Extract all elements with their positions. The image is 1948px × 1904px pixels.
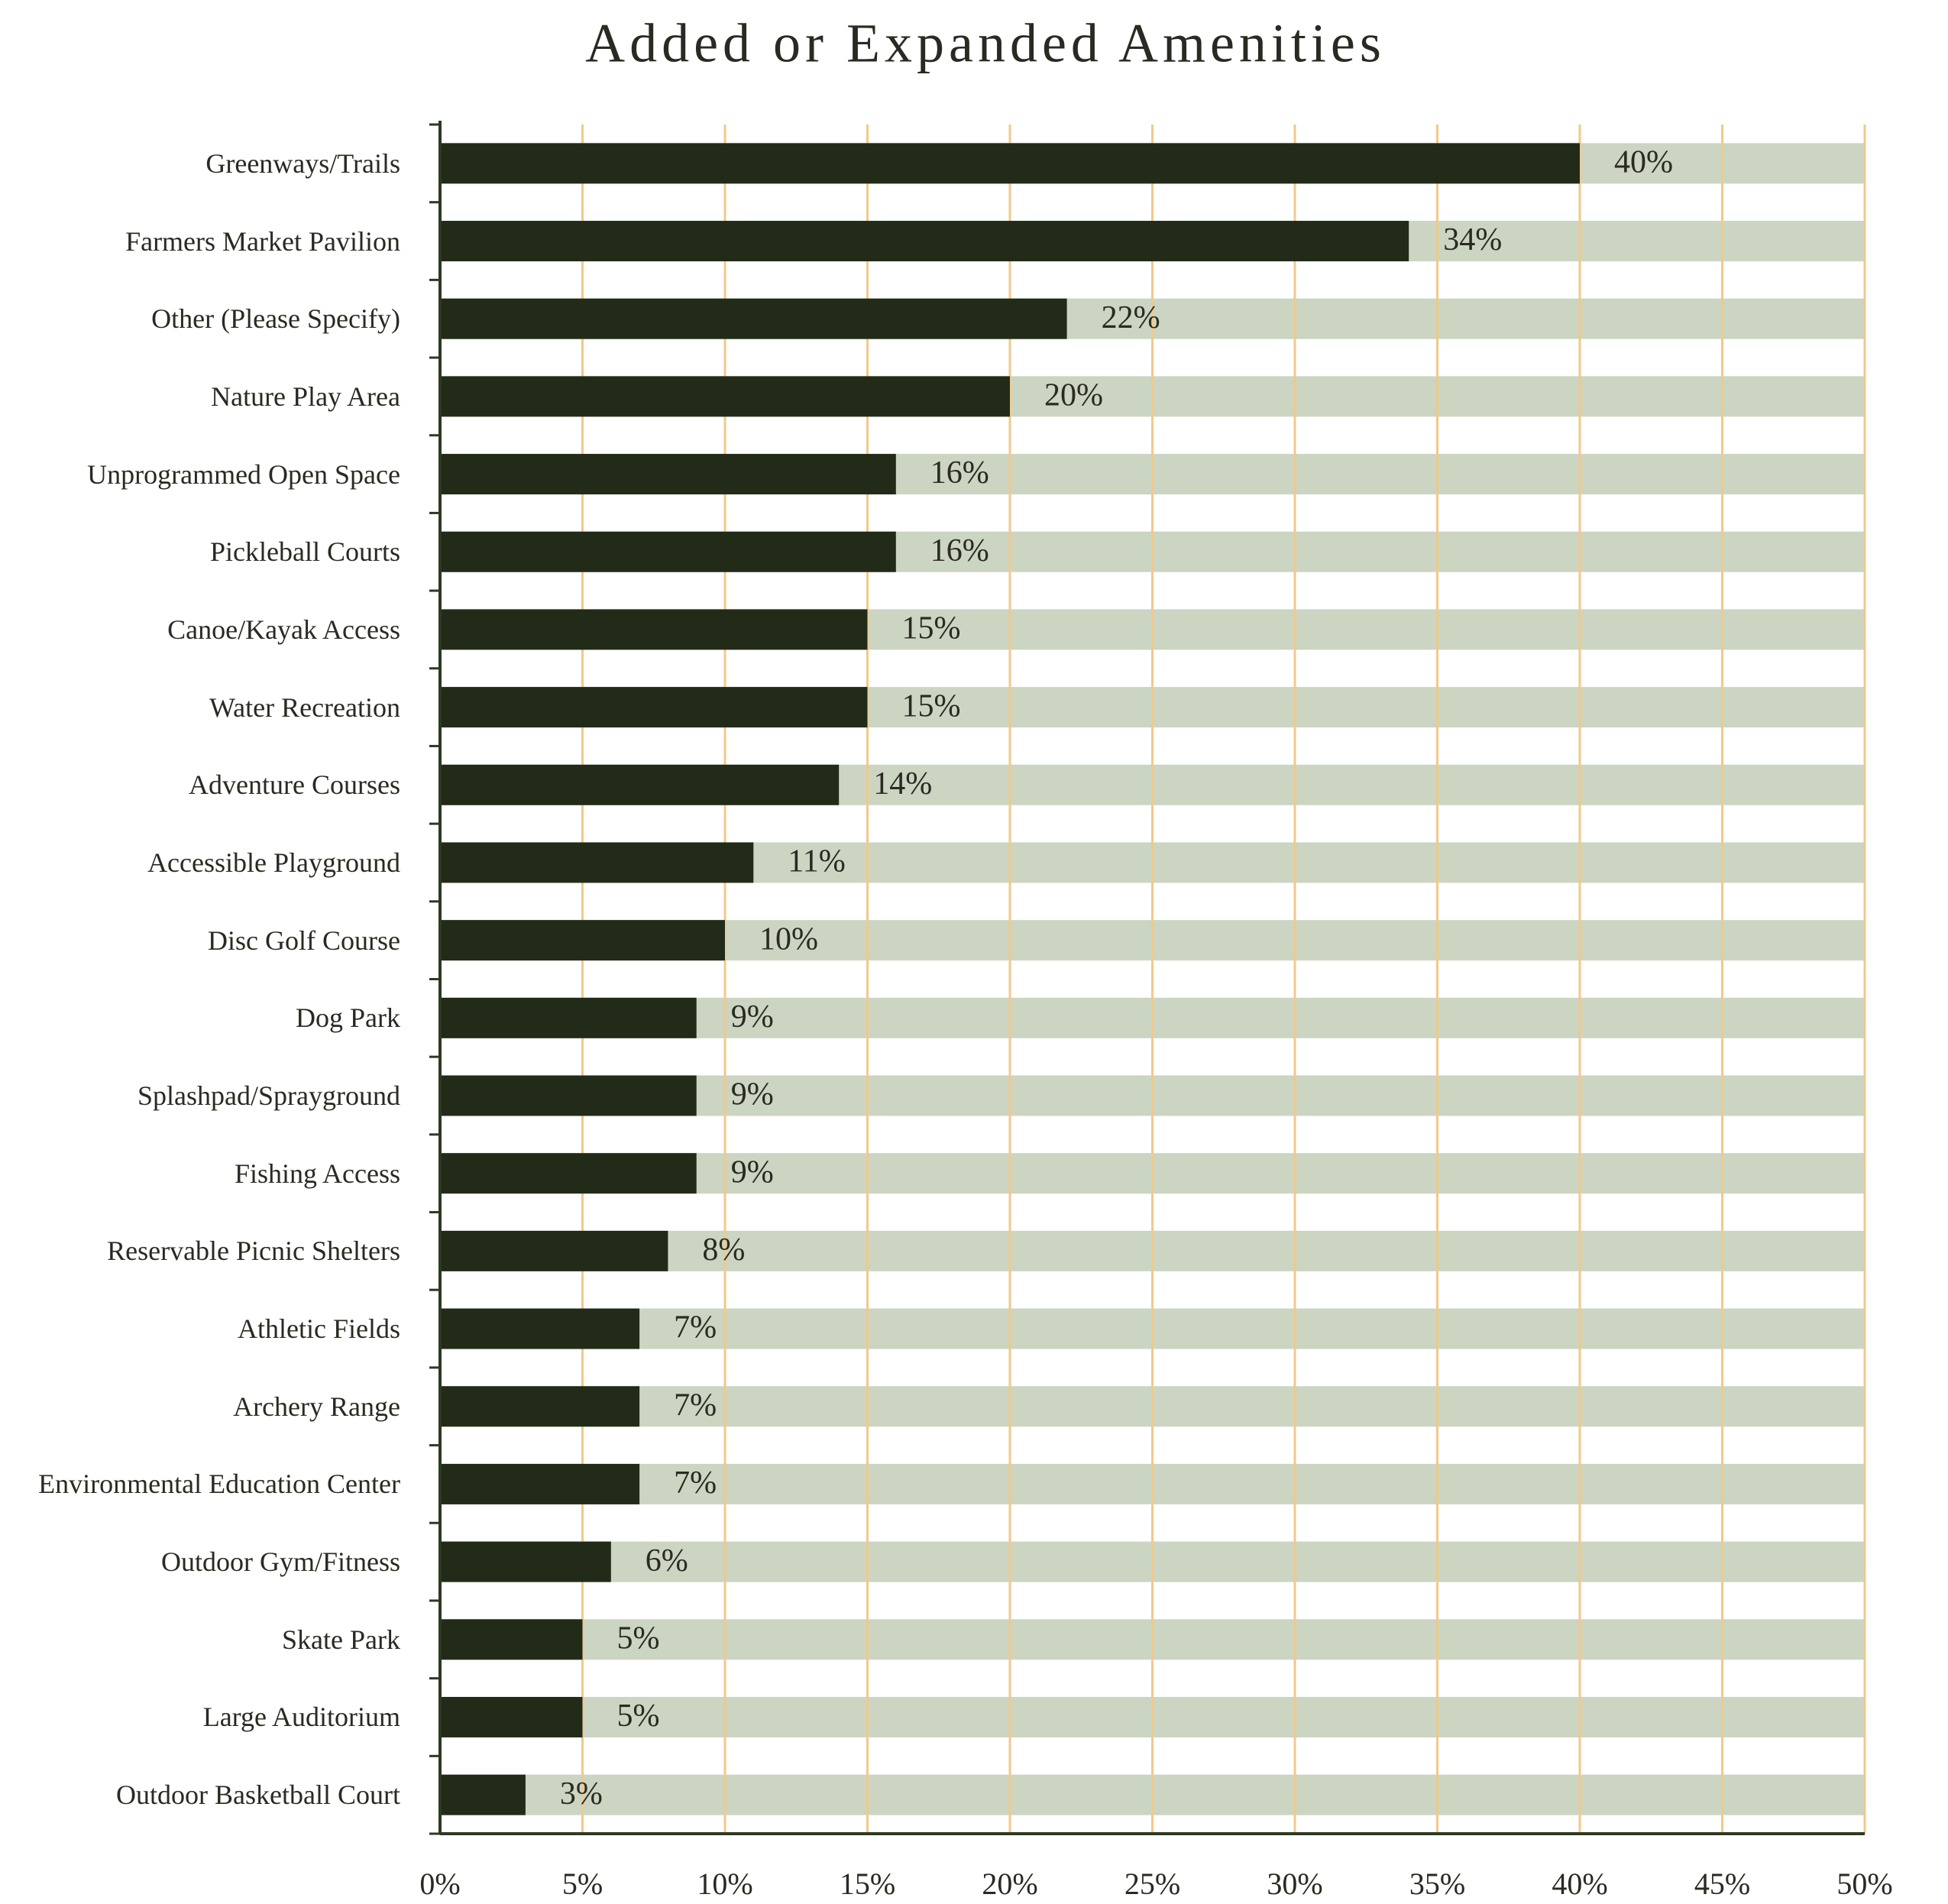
bar [440, 531, 896, 572]
bar [440, 997, 697, 1038]
data-label: 3% [560, 1776, 603, 1812]
y-tick-label: Other (Please Specify) [151, 303, 400, 335]
y-tick-label: Adventure Courses [189, 769, 400, 801]
data-label: 15% [902, 611, 961, 646]
y-tick-label: Reservable Picnic Shelters [107, 1235, 400, 1267]
y-tick-label: Splashpad/Sprayground [138, 1080, 400, 1112]
x-tick-label: 10% [697, 1867, 752, 1901]
y-tick-label: Farmers Market Pavilion [125, 225, 400, 257]
bar [440, 1230, 668, 1271]
data-label: 11% [788, 844, 845, 879]
bar [440, 1774, 526, 1815]
data-label: 16% [930, 533, 989, 568]
x-tick-label: 35% [1409, 1867, 1465, 1901]
y-tick-label: Nature Play Area [211, 380, 400, 412]
bar [440, 1308, 640, 1349]
x-tick-label: 15% [840, 1867, 895, 1901]
bar [440, 920, 725, 961]
x-tick-label: 25% [1124, 1867, 1180, 1901]
bar [440, 376, 1010, 417]
data-label: 7% [674, 1388, 717, 1423]
bar [440, 687, 868, 728]
y-tick-label: Large Auditorium [202, 1702, 400, 1733]
data-label: 15% [902, 688, 961, 724]
bar [440, 842, 754, 883]
x-tick-label: 45% [1694, 1867, 1750, 1901]
y-tick-label: Accessible Playground [147, 847, 400, 878]
bar [440, 1696, 583, 1737]
y-tick-label: Dog Park [296, 1002, 400, 1034]
data-label: 7% [674, 1310, 717, 1345]
bar [440, 143, 1580, 184]
y-tick-label: Outdoor Basketball Court [116, 1779, 400, 1811]
bar [440, 1075, 697, 1116]
x-tick-label: 20% [982, 1867, 1037, 1901]
bar [440, 609, 868, 650]
bar [440, 1619, 583, 1660]
y-tick-label: Athletic Fields [238, 1313, 400, 1345]
data-label: 8% [702, 1232, 745, 1268]
x-tick-label: 50% [1836, 1867, 1892, 1901]
y-tick-label: Archery Range [233, 1391, 400, 1422]
bar [440, 298, 1067, 339]
data-label: 9% [731, 1077, 774, 1112]
x-tick-label: 0% [419, 1867, 460, 1901]
data-label: 9% [731, 1154, 774, 1190]
data-label: 9% [731, 999, 774, 1035]
bar [440, 1463, 640, 1504]
bar [440, 1153, 697, 1194]
bar [440, 1386, 640, 1427]
data-label: 34% [1443, 222, 1502, 257]
chart-title: Added or Expanded Amenities [585, 13, 1386, 74]
bars [440, 143, 1580, 1815]
data-label: 16% [930, 455, 989, 491]
data-label: 40% [1614, 144, 1673, 180]
x-tick-label: 5% [562, 1867, 603, 1901]
bar [440, 221, 1409, 262]
x-tick-label: 40% [1552, 1867, 1607, 1901]
y-tick-label: Pickleball Courts [210, 536, 400, 568]
data-label: 5% [617, 1621, 660, 1656]
data-label: 7% [674, 1465, 717, 1501]
bar [440, 1541, 611, 1582]
y-tick-label: Outdoor Gym/Fitness [160, 1546, 400, 1578]
y-tick-label: Skate Park [282, 1624, 400, 1655]
bar [440, 764, 840, 805]
y-tick-label: Canoe/Kayak Access [167, 614, 400, 645]
data-label: 5% [617, 1698, 660, 1734]
data-label: 20% [1044, 378, 1103, 413]
data-label: 6% [646, 1543, 688, 1579]
y-tick-label: Unprogrammed Open Space [87, 458, 400, 490]
data-label: 22% [1102, 300, 1160, 335]
bar [440, 454, 896, 495]
data-label: 14% [873, 766, 932, 801]
y-tick-label: Water Recreation [209, 691, 400, 723]
y-tick-label: Disc Golf Course [208, 924, 400, 956]
y-tick-label: Fishing Access [234, 1158, 400, 1189]
data-label: 10% [759, 921, 818, 957]
x-tick-label: 30% [1267, 1867, 1322, 1901]
y-tick-label: Environmental Education Center [38, 1468, 400, 1500]
y-tick-label: Greenways/Trails [205, 147, 400, 179]
